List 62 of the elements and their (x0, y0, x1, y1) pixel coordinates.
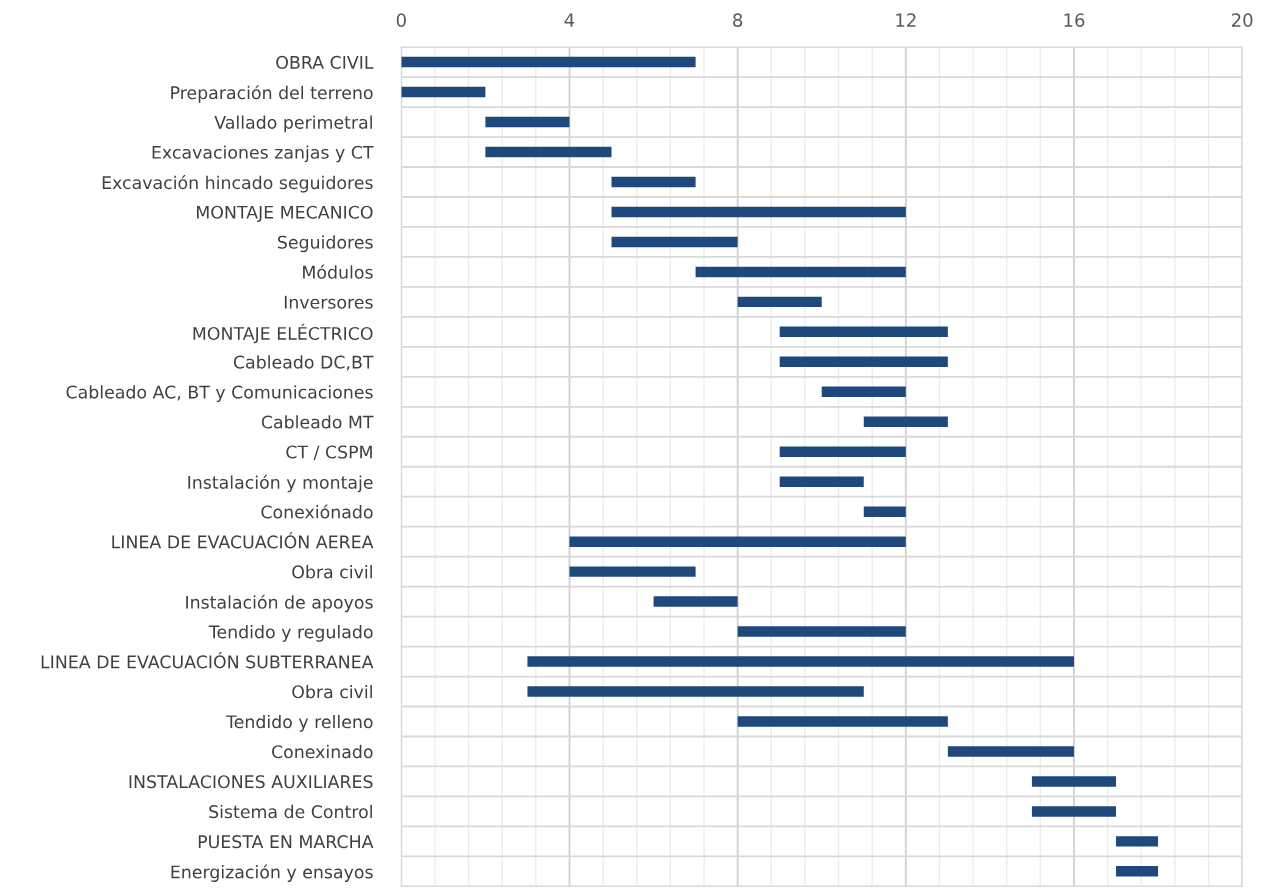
bar (401, 86, 486, 98)
bar (863, 416, 948, 428)
x-tick-label: 20 (1231, 13, 1253, 27)
bar (779, 356, 948, 368)
y-tick-label: Conexinado (271, 744, 373, 759)
bar (1031, 776, 1117, 787)
bar (779, 476, 864, 487)
bar (401, 56, 696, 68)
y-tick-label: Preparación del terreno (171, 85, 373, 103)
bar (821, 386, 906, 398)
y-tick-label: LINEA DE EVACUACIÓN SUBTERRANEA (41, 652, 374, 669)
y-tick-label: Cableado AC, BT y Comunicaciones (66, 385, 373, 402)
bar (485, 146, 612, 158)
bar (695, 266, 906, 278)
bar (863, 506, 906, 517)
y-tick-label: Tendido y regulado (208, 624, 373, 642)
y-tick-label: Obra civil (292, 565, 372, 579)
x-tick-label: 4 (564, 13, 575, 27)
bar (737, 716, 948, 727)
y-tick-label: Inversores (284, 295, 373, 309)
y-tick-label: Módulos (303, 264, 373, 279)
bar (653, 596, 738, 607)
y-tick-label: Vallado perimetral (214, 115, 372, 133)
y-tick-label: CT / CSPM (286, 445, 372, 460)
x-tick-label: 16 (1064, 13, 1085, 27)
bar (947, 746, 1074, 757)
bar (611, 176, 696, 188)
y-tick-label: Cableado DC,BT (233, 355, 374, 371)
y-tick-label: Instalación y montaje (188, 474, 373, 493)
y-tick-label: Seguidores (278, 235, 373, 253)
bar (611, 236, 738, 248)
y-tick-label: OBRA CIVIL (276, 55, 374, 69)
y-tick-label: Sistema de Control (209, 804, 372, 819)
x-tick-label: 8 (733, 13, 743, 27)
y-tick-label: INSTALACIONES AUXILIARES (129, 775, 373, 789)
y-tick-label: PUESTA EN MARCHA (198, 835, 374, 849)
x-tick-label: 12 (896, 13, 916, 27)
y-tick-label: MONTAJE ELÉCTRICO (193, 323, 373, 344)
y-tick-label: LINEA DE EVACUACIÓN AEREA (112, 532, 374, 549)
bar (527, 656, 1074, 667)
bar (737, 626, 906, 637)
bar (779, 446, 906, 457)
bar (1116, 836, 1159, 847)
bar (611, 206, 906, 218)
bar (569, 536, 906, 547)
y-tick-label: Excavaciones zanjas y CT (152, 145, 374, 163)
y-tick-label: Instalación de apoyos (186, 594, 373, 613)
x-tick-label: 0 (396, 13, 406, 27)
y-tick-label: Cableado MT (261, 415, 374, 429)
y-tick-label: Conexiónado (261, 504, 373, 519)
y-tick-label: Obra civil (292, 684, 372, 699)
bar (779, 326, 948, 338)
y-tick-label: Tendido y relleno (225, 714, 373, 732)
bar (527, 686, 864, 697)
bar (1031, 806, 1117, 817)
y-tick-label: Energización y ensayos (171, 864, 373, 882)
y-tick-label: MONTAJE MECANICO (197, 205, 373, 223)
bar (569, 566, 696, 577)
bar (1116, 866, 1159, 877)
y-tick-label: Excavación hincado seguidores (102, 175, 373, 193)
bar (737, 296, 822, 308)
bar (485, 116, 570, 128)
